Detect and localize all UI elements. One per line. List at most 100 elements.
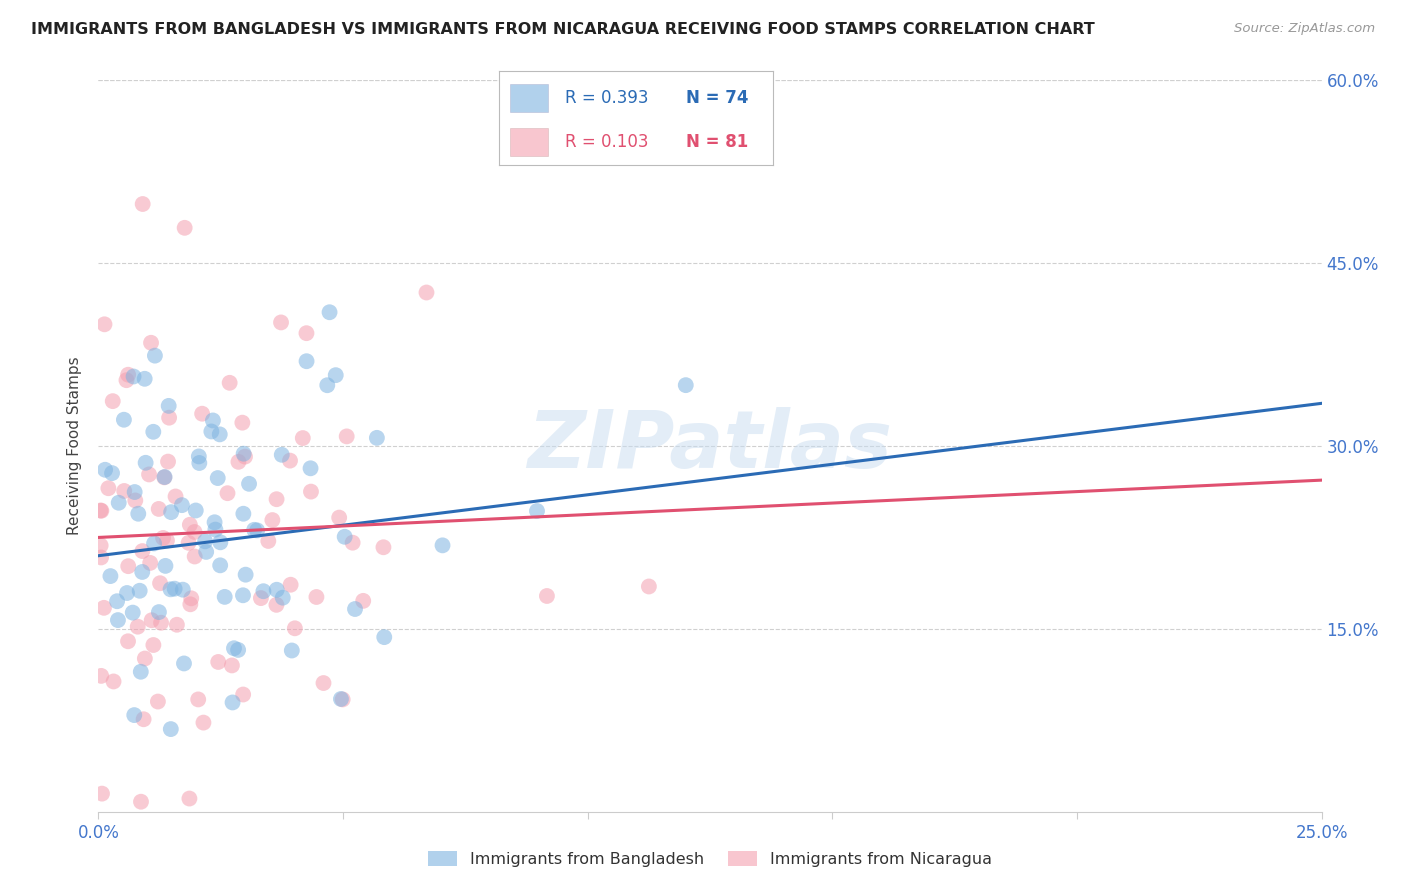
Point	[148, 605, 170, 619]
Point	[153, 470, 176, 484]
Point	[280, 578, 302, 592]
Point	[201, 413, 224, 427]
Point	[209, 535, 232, 549]
Point	[232, 688, 254, 702]
Point	[343, 602, 366, 616]
Point	[134, 651, 156, 665]
Point	[221, 696, 243, 710]
Point	[222, 641, 245, 656]
Point	[316, 378, 339, 392]
Point	[157, 399, 180, 413]
Point	[142, 638, 165, 652]
Point	[373, 541, 395, 555]
Point	[291, 431, 314, 445]
Point	[257, 533, 280, 548]
Point	[238, 476, 260, 491]
Point	[138, 467, 160, 482]
Point	[152, 531, 174, 545]
Point	[139, 556, 162, 570]
Text: N = 74: N = 74	[686, 88, 748, 106]
Point	[336, 429, 359, 443]
Point	[432, 538, 454, 552]
Point	[149, 576, 172, 591]
Text: Source: ZipAtlas.com: Source: ZipAtlas.com	[1234, 22, 1375, 36]
Point	[172, 582, 194, 597]
Point	[131, 197, 153, 211]
Point	[131, 565, 153, 579]
Point	[250, 591, 273, 606]
Point	[333, 530, 356, 544]
Point	[93, 318, 115, 332]
Point	[195, 545, 218, 559]
Point	[107, 496, 129, 510]
Text: IMMIGRANTS FROM BANGLADESH VS IMMIGRANTS FROM NICARAGUA RECEIVING FOOD STAMPS CO: IMMIGRANTS FROM BANGLADESH VS IMMIGRANTS…	[31, 22, 1095, 37]
Point	[157, 410, 180, 425]
Point	[103, 674, 125, 689]
Point	[93, 600, 115, 615]
Point	[207, 655, 229, 669]
Point	[295, 326, 318, 341]
Point	[200, 425, 222, 439]
Point	[163, 582, 186, 596]
Point	[214, 590, 236, 604]
Point	[117, 634, 139, 648]
Point	[638, 579, 661, 593]
Point	[143, 349, 166, 363]
Point	[141, 613, 163, 627]
Point	[233, 450, 256, 464]
Point	[221, 658, 243, 673]
Point	[117, 559, 139, 574]
Point	[180, 591, 202, 606]
Point	[112, 413, 135, 427]
Point	[187, 450, 209, 464]
Point	[131, 544, 153, 558]
Point	[232, 507, 254, 521]
Point	[246, 524, 269, 538]
Point	[278, 453, 301, 467]
Point	[121, 606, 143, 620]
Point	[329, 692, 352, 706]
Point	[325, 368, 347, 383]
Bar	[510, 84, 548, 112]
Point	[128, 583, 150, 598]
Point	[134, 372, 156, 386]
Point	[266, 598, 288, 612]
Point	[243, 523, 266, 537]
Point	[252, 584, 274, 599]
Point	[299, 461, 322, 475]
Point	[318, 305, 340, 319]
Point	[179, 597, 201, 611]
Point	[156, 533, 179, 548]
Point	[526, 504, 548, 518]
Point	[90, 669, 112, 683]
Point	[281, 643, 304, 657]
Point	[266, 582, 288, 597]
Point	[328, 510, 350, 524]
Point	[143, 536, 166, 550]
Point	[173, 657, 195, 671]
Point	[101, 466, 124, 480]
Point	[226, 643, 249, 657]
Point	[208, 427, 231, 442]
Point	[284, 621, 307, 635]
Point	[183, 524, 205, 539]
Point	[160, 505, 183, 519]
Point	[312, 676, 335, 690]
Point	[127, 507, 149, 521]
Point	[132, 712, 155, 726]
Point	[675, 378, 697, 392]
Point	[129, 665, 152, 679]
Point	[115, 586, 138, 600]
Point	[232, 588, 254, 602]
Bar	[510, 128, 548, 156]
Point	[204, 523, 226, 537]
Point	[122, 369, 145, 384]
Point	[187, 692, 209, 706]
Point	[107, 613, 129, 627]
Point	[218, 376, 240, 390]
Point	[173, 220, 195, 235]
Point	[193, 715, 215, 730]
Point	[179, 791, 201, 805]
Point	[299, 484, 322, 499]
Point	[232, 447, 254, 461]
